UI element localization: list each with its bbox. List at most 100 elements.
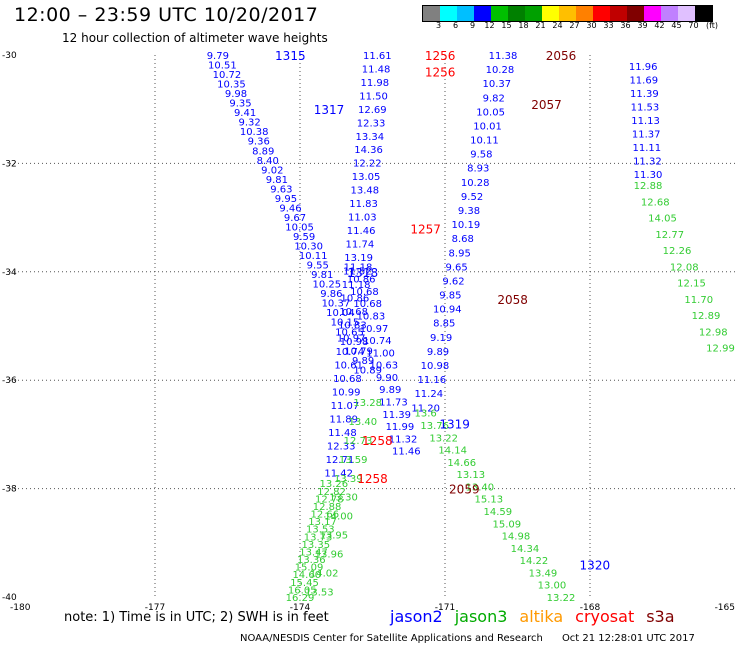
swh-value-label: 10.30: [294, 242, 323, 253]
swh-value-label: 9.46: [279, 203, 301, 214]
swh-value-label: 14.98: [502, 532, 531, 543]
colorbar-swatch: [661, 6, 678, 21]
credit-line: NOAA/NESDIS Center for Satellite Applica…: [240, 633, 695, 644]
swh-value-label: 9.38: [458, 206, 480, 217]
swh-value-label: 9.79: [207, 51, 229, 62]
swh-value-label: 11.61: [363, 51, 392, 62]
colorbar-swatch: [559, 6, 576, 21]
swh-value-label: 13.26: [320, 479, 349, 490]
colorbar-swatch: [508, 6, 525, 21]
swh-value-label: 12.89: [692, 311, 721, 322]
y-tick-label: -40: [2, 593, 17, 603]
swh-value-label: 13.28: [353, 398, 382, 409]
swh-value-label: 9.41: [234, 108, 256, 119]
swh-value-label: 11.96: [629, 62, 658, 73]
swh-value-label: 8.68: [452, 234, 474, 245]
x-tick-label: -180: [10, 603, 31, 610]
swh-value-label: 13.19: [344, 253, 373, 264]
swh-value-label: 10.01: [473, 121, 502, 132]
swh-value-label: 13.47: [299, 547, 328, 558]
pass-number-label: 1256: [425, 65, 456, 79]
swh-value-label: 9.67: [284, 213, 306, 224]
colorbar-tick-label: 6: [452, 21, 459, 30]
swh-value-label: 10.37: [482, 79, 511, 90]
colorbar-tick-label: 39: [637, 21, 648, 30]
swh-value-label: 15.09: [493, 519, 522, 530]
swh-value-label: 13.96: [315, 550, 344, 561]
swh-value-label: 12.71: [326, 455, 355, 466]
swh-value-label: 10.25: [312, 280, 341, 291]
x-tick-label: -168: [580, 603, 601, 610]
colorbar-tick-label: 36: [620, 21, 631, 30]
swh-value-label: 15.09: [295, 563, 324, 574]
swh-value-label: 11.39: [382, 410, 411, 421]
swh-value-label: 11.83: [349, 199, 378, 210]
swh-value-label: 9.89: [427, 347, 449, 358]
swh-value-label: 10.04: [326, 308, 355, 319]
swh-value-label: 9.81: [266, 175, 288, 186]
swh-value-label: 12.15: [677, 279, 706, 290]
colorbar-tick-label: 18: [518, 21, 529, 30]
colorbar-tick-label: 24: [552, 21, 563, 30]
swh-value-label: 10.28: [461, 178, 490, 189]
swh-value-label: 9.89: [379, 385, 401, 396]
colorbar-swatch: [576, 6, 593, 21]
swh-value-label: 14.34: [511, 544, 540, 555]
colorbar-swatch: [491, 6, 508, 21]
pass-number-label: 1318: [348, 266, 379, 280]
swh-value-label: 13.35: [301, 540, 330, 551]
swh-value-label: 12.69: [358, 105, 387, 116]
swh-value-label: 13.00: [538, 581, 567, 592]
swh-value-label: 12.22: [353, 159, 382, 170]
swh-value-label: 9.32: [238, 118, 260, 129]
colorbar-tick-label: 42: [654, 21, 665, 30]
swh-value-label: 11.18: [344, 262, 373, 273]
swh-value-label: 13.73: [304, 532, 333, 543]
swh-value-label: 9.82: [483, 93, 505, 104]
swh-value-label: 13.34: [356, 132, 385, 143]
swh-value-label: 10.86: [341, 293, 370, 304]
colorbar-swatch: [423, 6, 440, 21]
colorbar-swatch: [695, 6, 712, 21]
swh-value-label: 10.99: [332, 388, 361, 399]
swh-value-label: 13.30: [329, 493, 358, 504]
swh-value-label: 10.94: [433, 305, 462, 316]
swh-value-label: 10.61: [334, 361, 363, 372]
swh-value-label: 10.11: [470, 136, 499, 147]
colorbar-tick-label: 21: [535, 21, 546, 30]
swh-value-label: 13.6: [415, 409, 437, 420]
swh-value-label: 9.55: [307, 261, 329, 272]
swh-value-label: 14.00: [324, 512, 353, 523]
swh-value-label: 9.59: [293, 232, 315, 243]
swh-value-label: 13.22: [547, 593, 576, 604]
swh-value-label: 16.05: [288, 585, 317, 596]
swh-value-label: 13.36: [297, 555, 326, 566]
swh-value-label: 14.59: [484, 507, 513, 518]
swh-value-label: 14.60: [292, 570, 321, 581]
swh-value-label: 11.98: [361, 78, 390, 89]
swh-value-label: 9.89: [352, 356, 374, 367]
swh-value-label: 11.11: [632, 143, 661, 154]
swh-value-label: 13.76: [420, 421, 449, 432]
swh-value-label: 11.39: [630, 89, 659, 100]
pass-number-label: 2058: [497, 293, 528, 307]
swh-value-label: 11.20: [411, 403, 440, 414]
swh-value-label: 11.42: [324, 468, 353, 479]
swh-value-label: 11.38: [489, 51, 518, 62]
swh-value-label: 11.03: [348, 213, 377, 224]
swh-value-label: 10.74: [336, 347, 365, 358]
swh-value-label: 13.13: [456, 470, 485, 481]
swh-value-label: 10.68: [350, 287, 379, 298]
swh-value-label: 11.32: [389, 434, 418, 445]
swh-value-label: 12.88: [313, 502, 342, 513]
swh-value-label: 10.37: [322, 299, 351, 310]
colorbar-tick-label: 3: [435, 21, 442, 30]
swh-value-label: 12.77: [655, 230, 684, 241]
swh-value-label: 11.70: [684, 295, 713, 306]
swh-value-label: 10.89: [353, 365, 382, 376]
swh-value-label: 9.95: [275, 194, 297, 205]
swh-value-label: 11.73: [379, 398, 408, 409]
colorbar-unit-label: (ft): [705, 21, 719, 30]
swh-value-label: 12.33: [357, 118, 386, 129]
swh-value-label: 10.83: [357, 312, 386, 323]
